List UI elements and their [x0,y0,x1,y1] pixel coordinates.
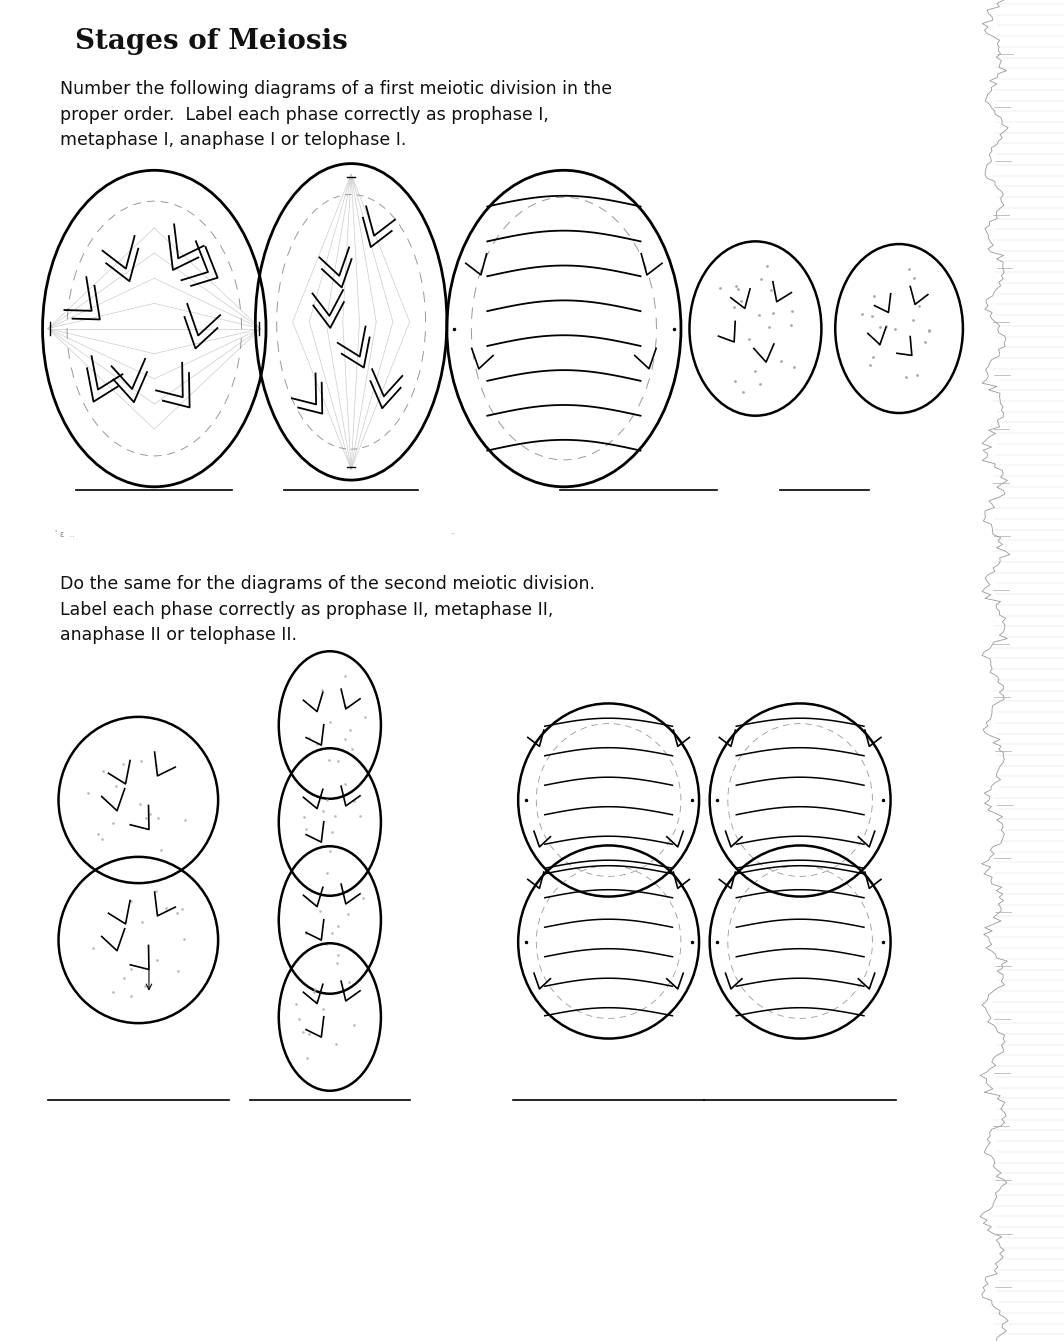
Text: ··: ·· [450,530,455,539]
Text: ' ε  ..: ' ε .. [55,530,74,539]
Text: Number the following diagrams of a first meiotic division in the
proper order.  : Number the following diagrams of a first… [60,80,612,149]
Text: Stages of Meiosis: Stages of Meiosis [74,28,348,55]
Text: Do the same for the diagrams of the second meiotic division.
Label each phase co: Do the same for the diagrams of the seco… [60,575,595,645]
